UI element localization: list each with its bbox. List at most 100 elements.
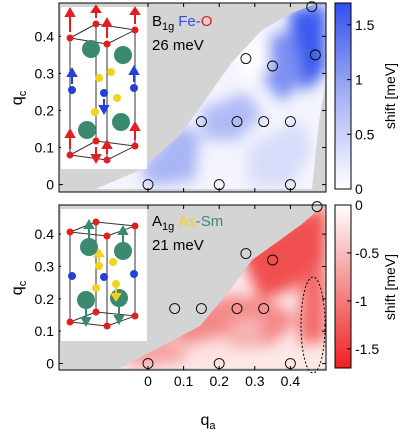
fe-atom	[130, 270, 138, 278]
x-tick-label: 0.3	[245, 373, 265, 389]
x-tick-label: 0	[144, 373, 152, 389]
x-tick-label: 0.1	[174, 373, 194, 389]
o-atom	[103, 322, 111, 330]
as-atom	[95, 74, 103, 82]
sm-atom	[80, 238, 98, 256]
data-point	[258, 116, 270, 128]
data-point	[195, 303, 207, 314]
atom-separator: -	[196, 13, 201, 30]
atom-separator: -	[196, 213, 201, 230]
mode-symbol: B	[152, 13, 162, 30]
y-tick-label: 0.1	[35, 140, 55, 156]
mode-symbol: A	[152, 213, 162, 230]
data-point	[309, 49, 321, 61]
y-tick-label: 0	[46, 177, 54, 193]
mode-annotation: A1g As-Sm 21 meV	[152, 213, 223, 254]
data-point	[267, 254, 279, 266]
data-point	[258, 303, 270, 314]
o-atom	[92, 308, 100, 316]
colorbar-label: shift [meV]	[382, 63, 398, 129]
colorbar-tick-label: -1.5	[355, 341, 379, 357]
data-point	[231, 303, 243, 314]
data-point	[306, 1, 318, 13]
colorbar-ticks: 0 0.5 1 1.5	[347, 17, 375, 197]
as-atom	[109, 258, 117, 266]
fe-atom	[68, 86, 76, 94]
colorbar-tick-label: 0	[355, 181, 363, 197]
dotted-ellipse-annotation	[300, 276, 326, 374]
heat-blobs	[140, 5, 326, 186]
plot-frame	[58, 204, 327, 371]
sm-atom	[77, 291, 95, 309]
mode-subscript: 1g	[162, 21, 174, 33]
atom-o-label: O	[201, 13, 213, 30]
axis-ticks: 0 0.1 0.2 0.3 0.4 0 0.1 0.2 0.3 0.4	[35, 205, 326, 389]
x-tick-label: 0.2	[209, 373, 229, 389]
y-tick-label: 0	[46, 356, 54, 372]
colorbar-label: shift [meV]	[382, 254, 398, 320]
colorbar-tick-label: -1	[355, 293, 368, 309]
y-tick-label: 0.2	[35, 102, 55, 118]
colorbar-tick-label: 1	[355, 72, 363, 88]
as-atom	[91, 108, 99, 116]
colorbar-tick-label: 0	[355, 197, 363, 213]
o-atom	[92, 218, 100, 226]
o-atom	[66, 34, 74, 42]
colorbar-tick-label: -0.5	[355, 245, 379, 261]
o-atom	[131, 312, 139, 320]
x-axis-label: qa	[200, 412, 216, 432]
data-point	[240, 53, 252, 65]
o-atom	[103, 40, 111, 48]
data-point	[240, 248, 252, 259]
data-point	[267, 60, 279, 72]
sm-atom	[112, 113, 130, 131]
energy-label: 26 meV	[152, 37, 204, 54]
colorbar-tick-label: 1.5	[355, 17, 375, 33]
data-point	[284, 116, 296, 128]
data-point	[169, 303, 181, 314]
fe-atom	[100, 89, 108, 97]
o-atom	[103, 232, 111, 240]
mode-annotation: B1g Fe-O 26 meV	[152, 13, 212, 54]
sm-atom	[82, 40, 100, 58]
atom-fe-label: Fe	[178, 13, 196, 30]
sm-atom	[114, 242, 132, 260]
sm-atom	[78, 121, 96, 139]
crystal-inset	[61, 209, 147, 341]
fe-atom	[130, 84, 138, 92]
x-tick-label: 0.4	[281, 373, 301, 389]
energy-label: 21 meV	[152, 237, 204, 254]
sm-atom	[110, 289, 128, 307]
atom-sm-label: Sm	[201, 213, 224, 230]
colorbar-bottom: 0 -0.5 -1 -1.5 shift [meV]	[334, 197, 398, 369]
y-axis-label-top: qc	[9, 90, 29, 105]
o-atom	[66, 151, 74, 159]
fe-atom	[100, 273, 108, 281]
as-atom	[107, 68, 115, 76]
atom-as-label: As	[178, 213, 196, 230]
data-point	[311, 201, 323, 213]
data-point-markers	[142, 201, 323, 369]
o-atom	[131, 142, 139, 150]
y-tick-label: 0.3	[35, 65, 55, 81]
as-atom	[95, 262, 103, 270]
panel-bottom: 0 0.1 0.2 0.3 0.4 0 0.1 0.2 0.3 0.4	[35, 197, 398, 389]
fe-atom	[68, 272, 76, 280]
as-atom	[112, 280, 120, 288]
mode-subscript: 1g	[162, 221, 174, 233]
panel-top: 0 0.1 0.2 0.3 0.4	[35, 1, 398, 197]
plot-frame	[58, 2, 327, 193]
y-tick-label: 0.4	[35, 28, 55, 44]
o-atom	[92, 137, 100, 145]
y-tick-label: 0.3	[35, 258, 55, 274]
colorbar-top: 0 0.5 1 1.5 shift [meV]	[334, 2, 398, 197]
o-atom	[131, 26, 139, 34]
data-point	[231, 116, 243, 128]
o-atom	[66, 318, 74, 326]
crystal-inset	[61, 4, 147, 169]
o-atom	[92, 20, 100, 28]
colorbar-ticks: 0 -0.5 -1 -1.5	[347, 197, 379, 357]
